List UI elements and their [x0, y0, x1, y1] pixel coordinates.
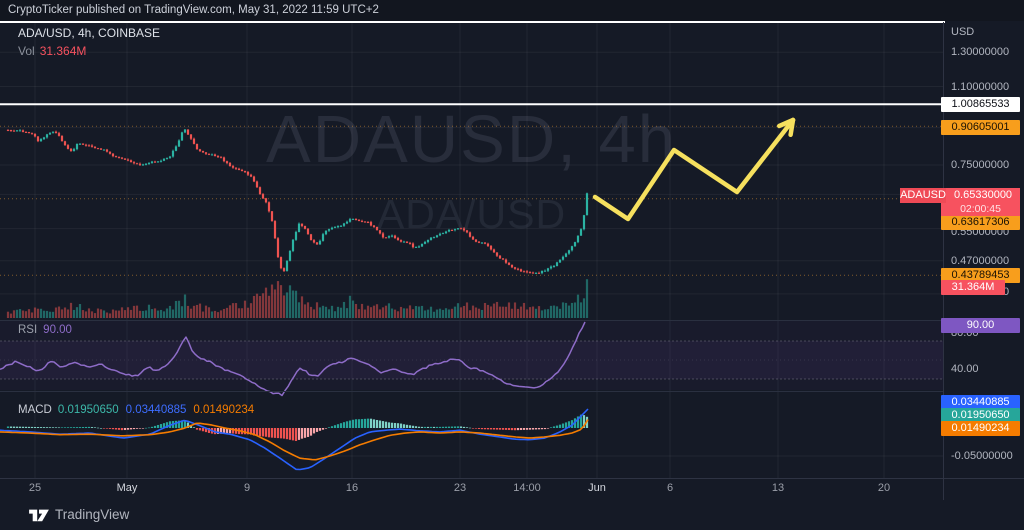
- price-tick: -0.05000000: [951, 450, 1013, 462]
- axis-value-chip: 0.01950650: [941, 407, 1020, 423]
- trend-arrow-drawing[interactable]: [592, 117, 796, 222]
- volume-legend[interactable]: Vol 31.364M: [18, 44, 160, 58]
- price-tick: 0.47000000: [951, 255, 1010, 267]
- volume-label: Vol: [18, 44, 35, 58]
- last-price-chip: ADAUSD 0.65330000: [900, 188, 1020, 203]
- axis-value-chip: 0.63617306: [941, 214, 1020, 230]
- time-tick: May: [116, 482, 138, 494]
- chart-legend[interactable]: ADA/USD, 4h, COINBASE Vol 31.364M: [18, 26, 160, 58]
- macd-histogram: [6, 414, 589, 442]
- attribution-text: CryptoTicker published on TradingView.co…: [8, 4, 379, 16]
- price-tick: 0.75000000: [951, 159, 1010, 171]
- chart-canvas[interactable]: [0, 22, 943, 478]
- grid: [0, 22, 943, 478]
- time-axis[interactable]: 25 May 9 16 23 14:00 Jun 6 13 20: [0, 479, 943, 500]
- axis-value-chip: 0.90605001: [941, 119, 1020, 135]
- axis-value-chip: 0.43789453: [941, 267, 1020, 283]
- time-tick: 16: [345, 482, 359, 494]
- candles: [6, 128, 589, 275]
- attribution-bar: CryptoTicker published on TradingView.co…: [0, 0, 1024, 21]
- macd-label: MACD: [18, 404, 52, 416]
- symbol-watermark-line1: ADAUSD, 4h: [266, 102, 677, 177]
- symbol-legend[interactable]: ADA/USD, 4h, COINBASE: [18, 26, 161, 40]
- time-tick: 23: [453, 482, 467, 494]
- macd-signal-value: 0.01490234: [193, 404, 255, 416]
- time-tick: 9: [243, 482, 251, 494]
- time-tick: 20: [877, 482, 891, 494]
- price-tick: 40.00: [951, 363, 979, 375]
- time-tick: 13: [771, 482, 785, 494]
- price-levels[interactable]: [0, 103, 943, 276]
- axis-value-chip: 0.01490234: [941, 420, 1020, 436]
- volume-bars: [6, 279, 589, 318]
- axis-value-chip: 31.364M: [941, 279, 1005, 295]
- macd-signal-line: [0, 419, 589, 461]
- axis-value-chip: 90.00: [941, 317, 1020, 333]
- rsi-legend[interactable]: RSI 90.00: [18, 324, 72, 336]
- time-tick: 6: [666, 482, 674, 494]
- last-price-symbol: ADAUSD: [900, 188, 946, 203]
- price-axis[interactable]: USD 1.30000000 1.10000000 0.75000000 0.55000…: [941, 22, 1024, 478]
- time-tick: Jun: [588, 482, 606, 494]
- header-divider: [0, 21, 945, 23]
- axis-value-chip: 0.03440885: [941, 394, 1020, 410]
- axis-value-chip: 1.00865533: [941, 96, 1020, 112]
- pane-separator-rsi[interactable]: [0, 320, 943, 321]
- rsi-line: [0, 321, 586, 397]
- price-axis-border: [943, 22, 944, 500]
- time-axis-border: [0, 478, 1024, 479]
- price-tick: 1.30000000: [951, 46, 1010, 58]
- tradingview-brand[interactable]: TradingView: [55, 507, 130, 522]
- tradingview-logo-icon[interactable]: [28, 506, 50, 524]
- time-tick: 25: [28, 482, 42, 494]
- price-tick: 1.10000000: [951, 81, 1010, 93]
- macd-legend[interactable]: MACD 0.01950650 0.03440885 0.01490234: [18, 404, 254, 416]
- footer-bar: TradingView: [0, 500, 1024, 530]
- macd-hist-value: 0.01950650: [57, 404, 119, 416]
- price-tick: USD: [951, 26, 975, 38]
- volume-value: 31.364M: [39, 44, 87, 58]
- macd-line-value: 0.03440885: [125, 404, 187, 416]
- rsi-label: RSI: [18, 324, 38, 336]
- time-tick: 14:00: [513, 482, 541, 494]
- last-price-value: 0.65330000: [946, 188, 1020, 203]
- bar-countdown: 02:00:45: [941, 203, 1020, 216]
- rsi-value: 90.00: [43, 324, 72, 336]
- pane-separator-macd[interactable]: [0, 391, 943, 392]
